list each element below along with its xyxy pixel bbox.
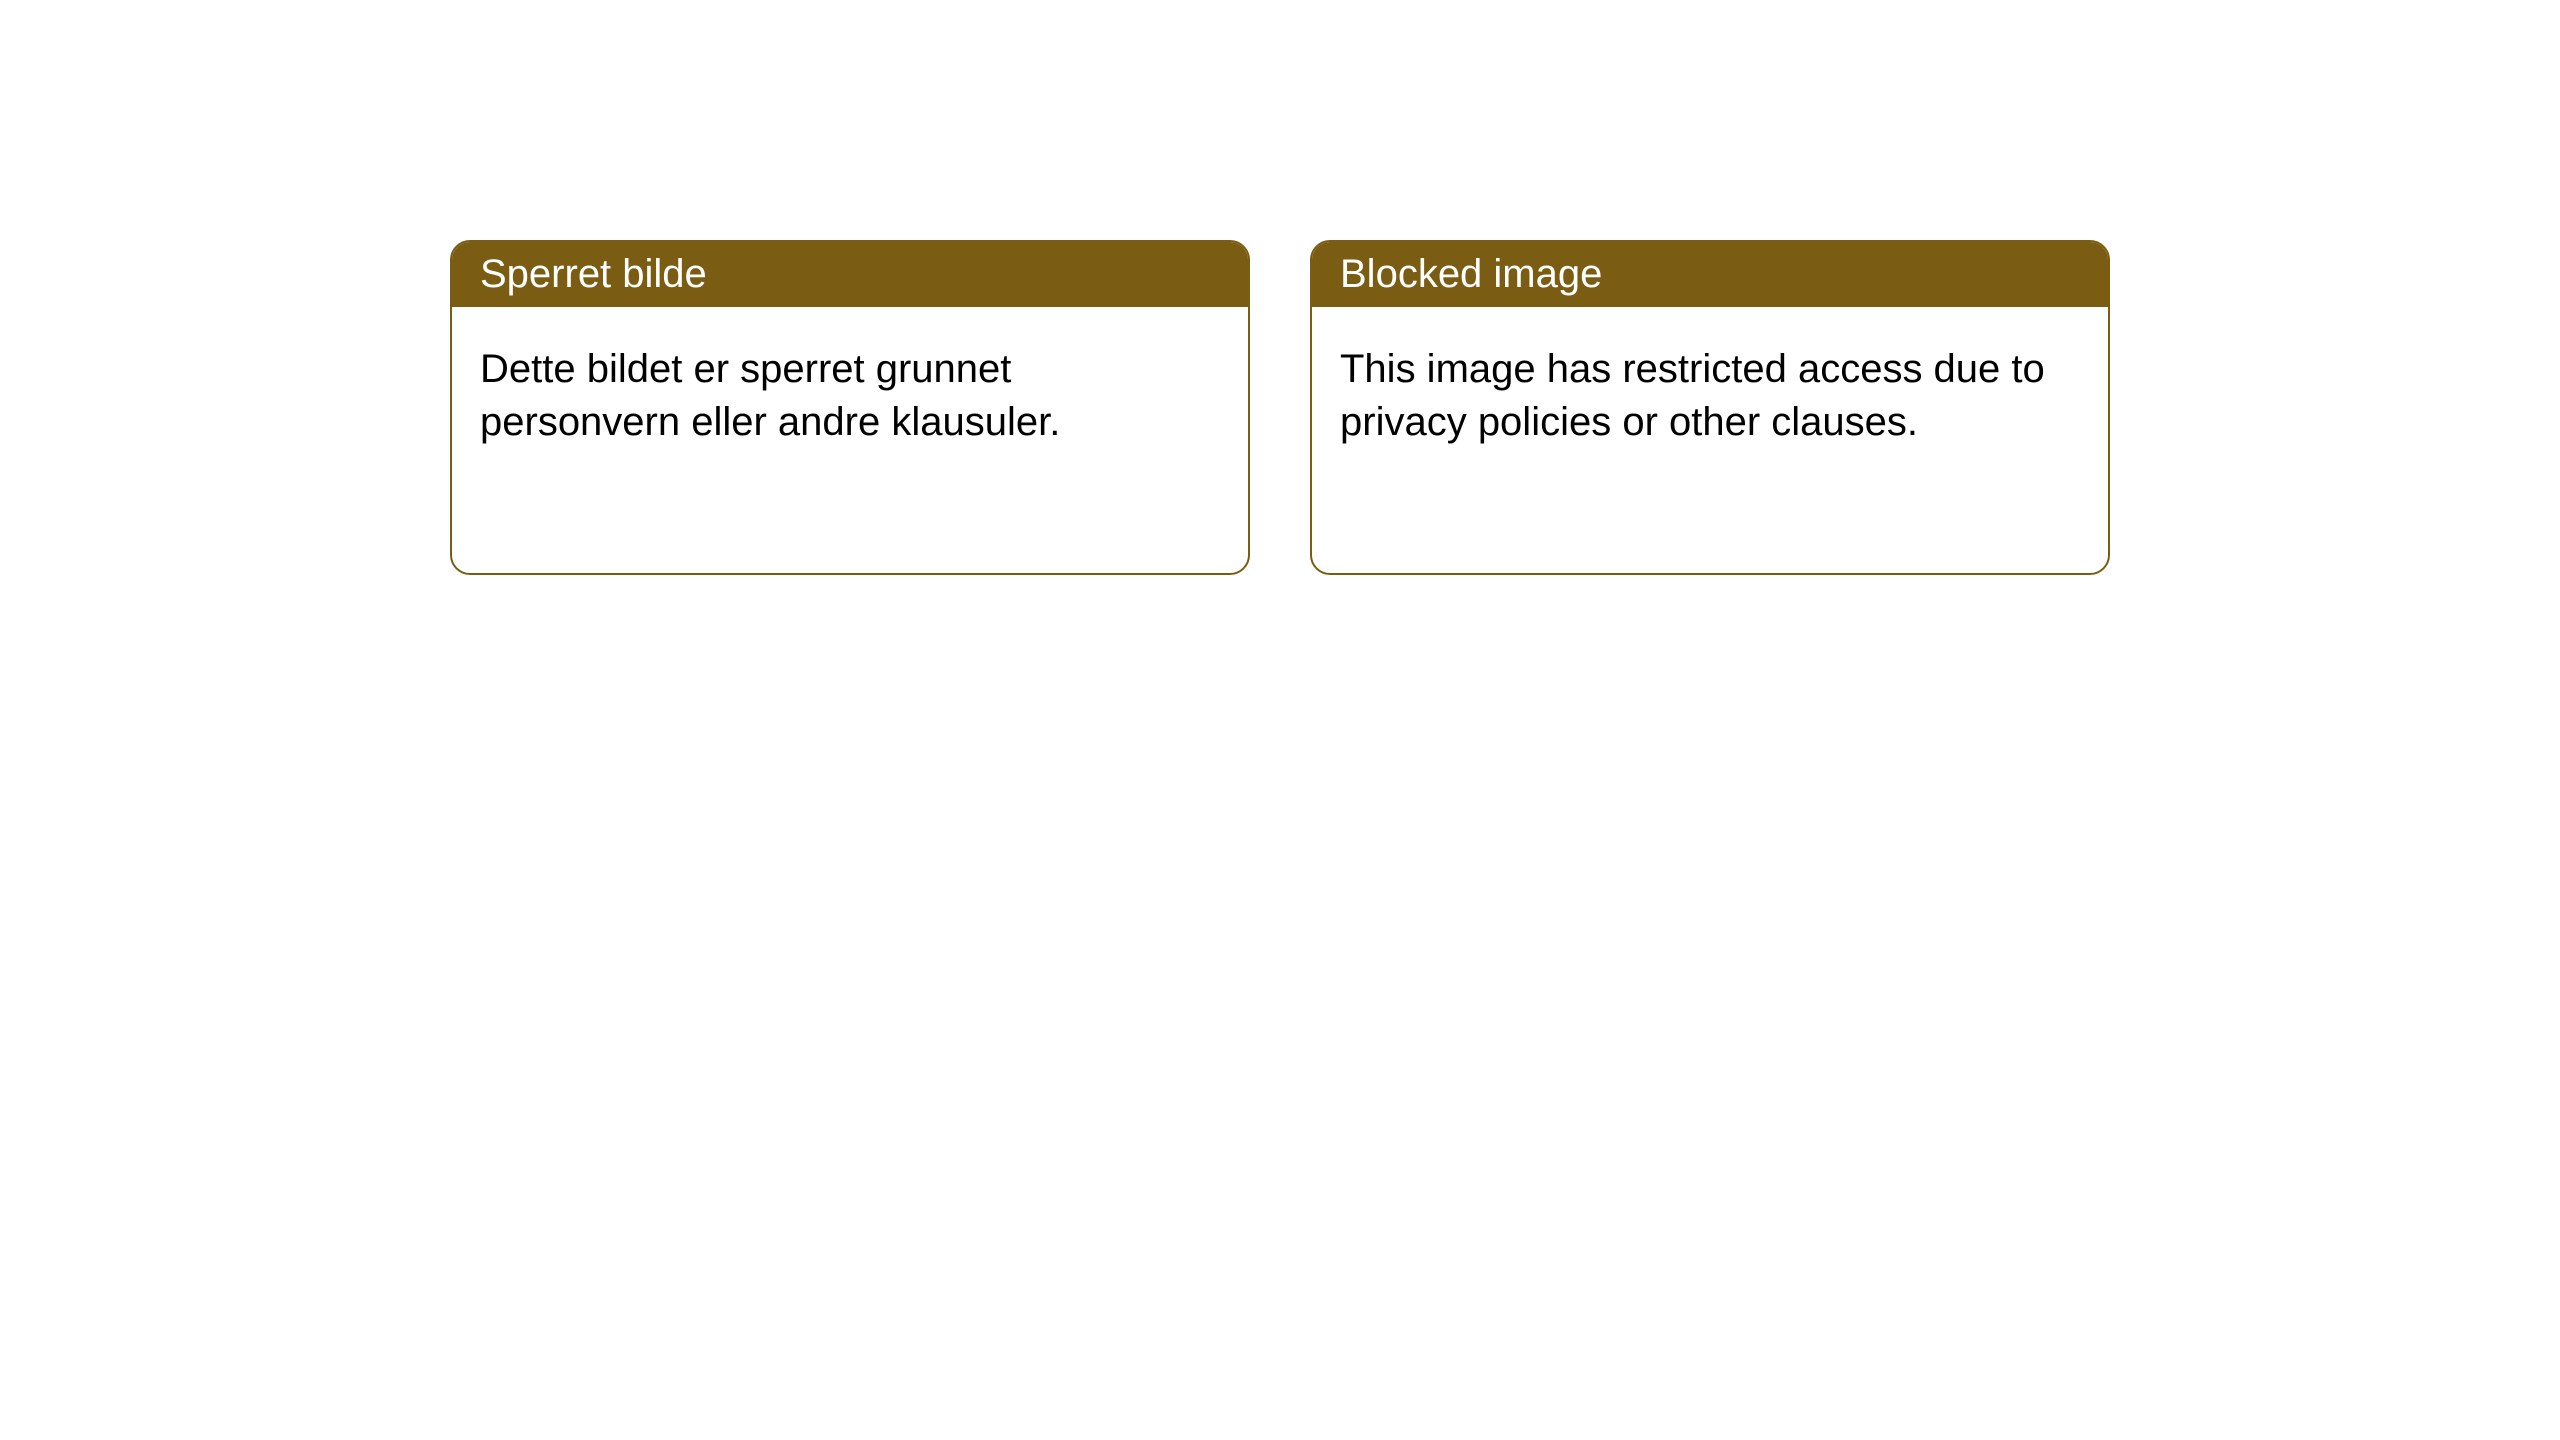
notice-card-norwegian: Sperret bilde Dette bildet er sperret gr… <box>450 240 1250 575</box>
notice-card-title-english: Blocked image <box>1312 242 2108 307</box>
notice-card-title-norwegian: Sperret bilde <box>452 242 1248 307</box>
notice-card-message-english: This image has restricted access due to … <box>1312 307 2108 485</box>
notice-cards-container: Sperret bilde Dette bildet er sperret gr… <box>450 240 2110 575</box>
notice-card-english: Blocked image This image has restricted … <box>1310 240 2110 575</box>
notice-card-message-norwegian: Dette bildet er sperret grunnet personve… <box>452 307 1248 485</box>
